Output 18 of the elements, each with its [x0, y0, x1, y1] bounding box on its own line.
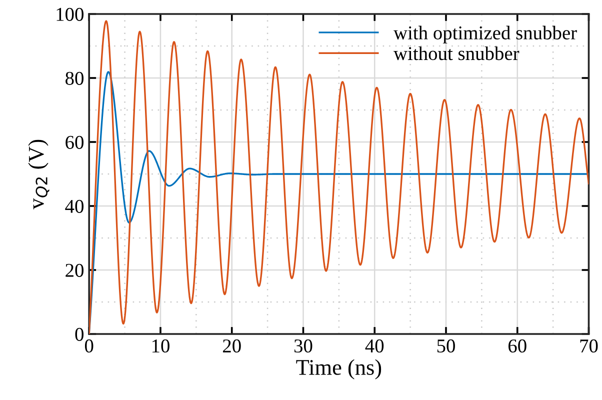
y-tick-label: 100: [56, 8, 84, 21]
y-tick-label: 40: [65, 200, 84, 213]
x-tick-label: 40: [365, 339, 384, 353]
x-tick-label: 70: [580, 339, 598, 353]
x-axis-title: Time (ns): [296, 359, 382, 380]
y-tick-label: 20: [66, 264, 84, 277]
x-tick-label: 0: [84, 339, 94, 353]
x-tick-label: 10: [152, 339, 170, 353]
x-tick-label: 50: [437, 339, 455, 353]
y-tick-label: 0: [75, 328, 84, 341]
x-tick-label: 20: [222, 339, 241, 353]
legend-label: with optimized snubber: [393, 26, 577, 44]
y-tick-label: 60: [66, 136, 84, 149]
y-tick-label: 80: [66, 72, 84, 85]
y-axis-title: v$_{Q2}$ (V): [28, 140, 50, 210]
legend-label: without snubber: [393, 46, 520, 60]
x-tick-label: 60: [508, 339, 526, 353]
x-tick-label: 30: [294, 339, 312, 353]
